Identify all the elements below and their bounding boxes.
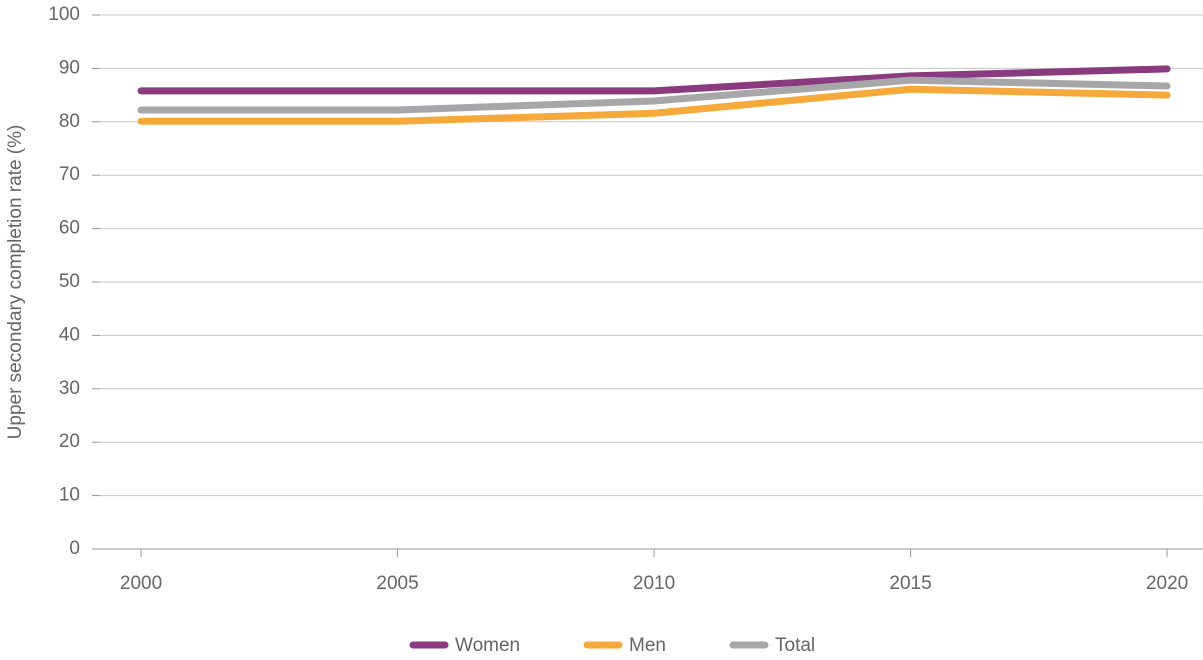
y-tick-label: 60 <box>59 218 80 239</box>
legend-label: Men <box>629 635 666 656</box>
y-tick-label: 50 <box>59 271 80 292</box>
x-tick-label: 2005 <box>376 573 418 594</box>
x-tick-label: 2015 <box>889 573 931 594</box>
y-tick-label: 10 <box>59 485 80 506</box>
y-tick-label: 0 <box>69 538 80 559</box>
y-tick-label: 70 <box>59 164 80 185</box>
series-line <box>137 76 1171 114</box>
legend-label: Total <box>775 635 815 656</box>
series-line <box>137 85 1171 125</box>
y-tick-label: 40 <box>59 324 80 345</box>
y-tick-label: 100 <box>48 4 80 25</box>
y-tick-label: 20 <box>59 431 80 452</box>
legend-label: Women <box>455 635 520 656</box>
series-line <box>137 65 1171 95</box>
y-tick-label: 30 <box>59 378 80 399</box>
y-tick-label: 90 <box>59 57 80 78</box>
x-tick-label: 2010 <box>633 573 675 594</box>
x-tick-label: 2020 <box>1146 573 1188 594</box>
y-tick-label: 80 <box>59 111 80 132</box>
y-axis-label: Upper secondary completion rate (%) <box>5 125 26 440</box>
x-tick-label: 2000 <box>120 573 162 594</box>
